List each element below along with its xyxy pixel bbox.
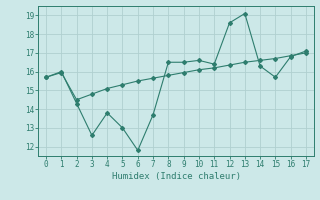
X-axis label: Humidex (Indice chaleur): Humidex (Indice chaleur) — [111, 172, 241, 181]
